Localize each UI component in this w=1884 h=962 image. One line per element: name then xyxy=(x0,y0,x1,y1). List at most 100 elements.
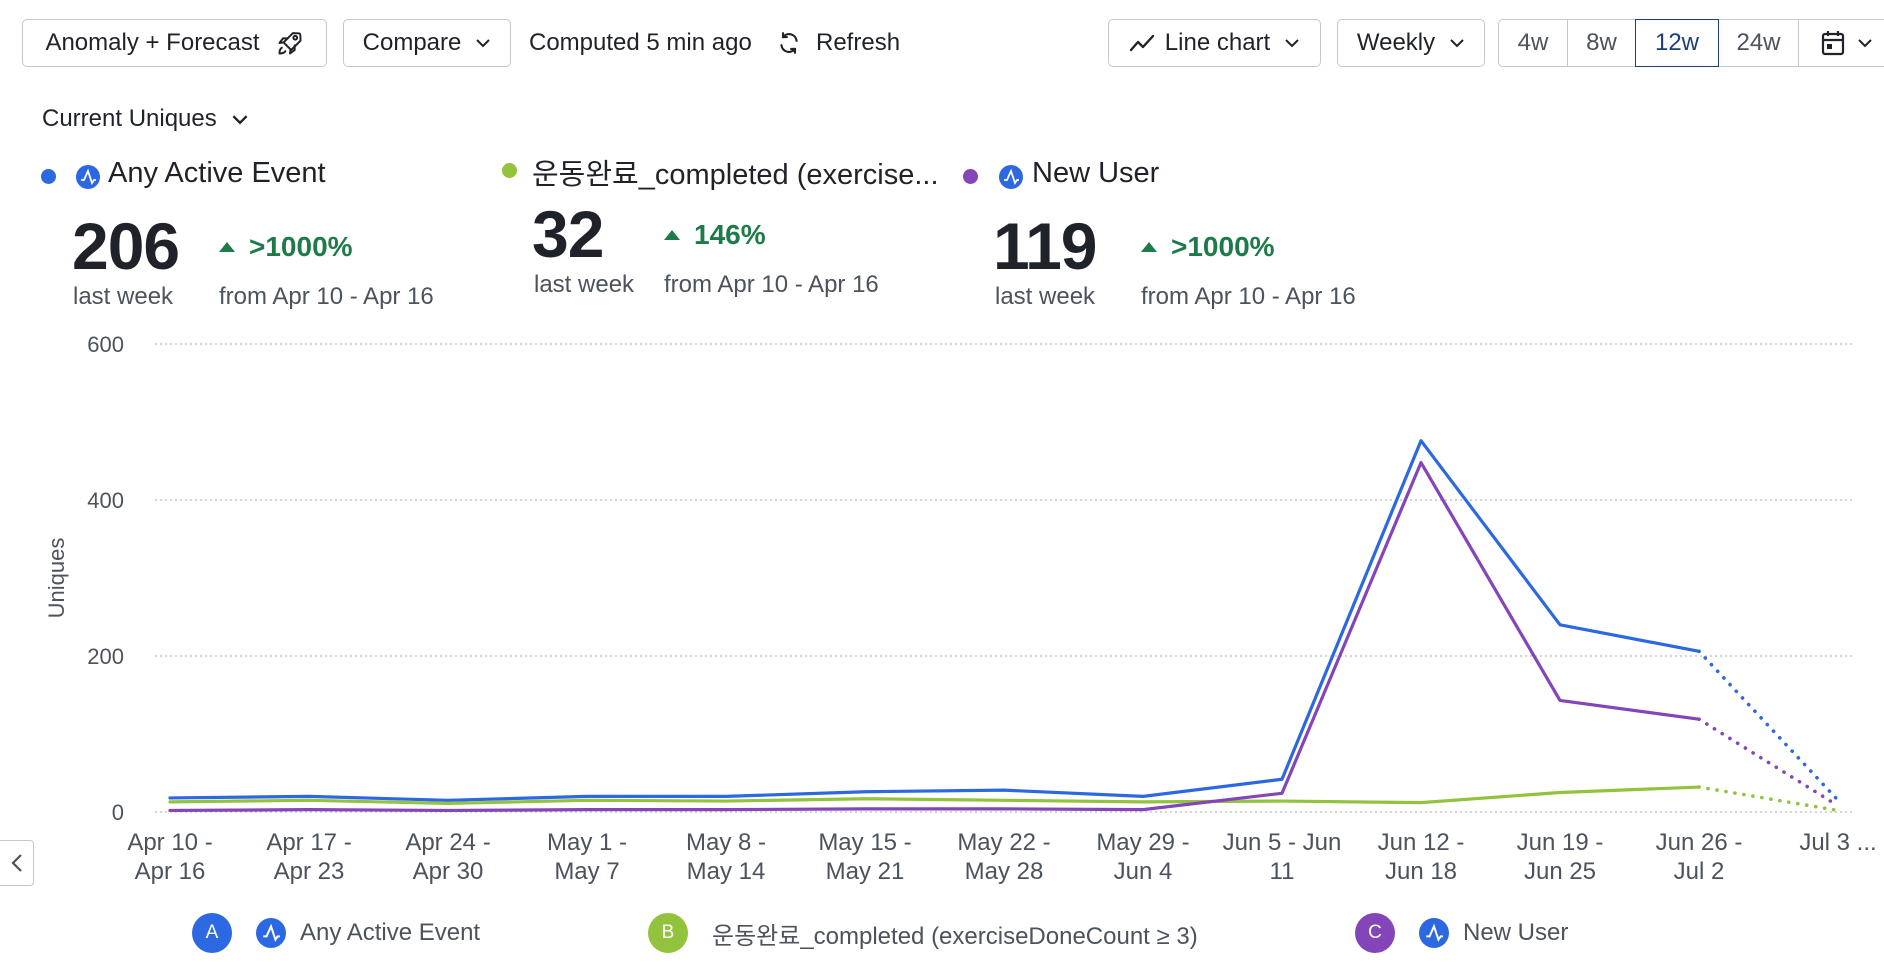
range-8w[interactable]: 8w xyxy=(1566,19,1637,67)
metric-period: last week xyxy=(995,283,1096,310)
metric-period: last week xyxy=(73,283,174,310)
chart-type-dropdown[interactable]: Line chart xyxy=(1108,19,1321,67)
up-arrow-icon xyxy=(219,242,235,252)
metric-value: 32 xyxy=(532,197,604,271)
y-tick-label: 400 xyxy=(87,488,124,513)
y-tick-label: 200 xyxy=(87,644,124,669)
x-tick-label: Jun 26 - xyxy=(1656,829,1743,856)
legend-item-a[interactable]: A Any Active Event xyxy=(192,913,480,953)
chevron-down-icon xyxy=(1450,39,1464,48)
x-tick-label: Apr 17 - xyxy=(266,829,351,856)
computed-status: Computed 5 min ago xyxy=(529,29,752,56)
x-tick-label: May 29 - xyxy=(1096,829,1189,856)
up-arrow-icon xyxy=(664,230,680,240)
x-tick-label: May 21 xyxy=(826,858,905,885)
x-tick-label: Apr 10 - xyxy=(127,829,212,856)
y-tick-label: 600 xyxy=(87,332,124,357)
metric-delta-value: 146% xyxy=(694,219,766,250)
x-tick-label: Jun 25 xyxy=(1524,858,1596,885)
metric-selector-dropdown[interactable]: Current Uniques xyxy=(42,105,249,133)
forecast-line xyxy=(1697,785,1840,813)
x-tick-label: Apr 24 - xyxy=(405,829,490,856)
rocket-icon xyxy=(278,32,302,55)
legend-item-c[interactable]: C New User xyxy=(1355,913,1568,953)
amplitude-icon xyxy=(76,165,100,189)
amplitude-icon xyxy=(256,918,286,948)
metric-delta-value: >1000% xyxy=(1171,231,1275,262)
anomaly-forecast-label: Anomaly + Forecast xyxy=(45,29,260,56)
compare-label: Compare xyxy=(362,29,462,56)
forecast-line xyxy=(1697,649,1840,803)
metric-selector-label: Current Uniques xyxy=(42,105,217,132)
up-arrow-icon xyxy=(1141,242,1157,252)
forecast-line xyxy=(1697,717,1840,808)
metric-period: last week xyxy=(534,271,635,298)
line-chart-icon xyxy=(1129,34,1154,52)
x-tick-label: Jun 12 - xyxy=(1378,829,1465,856)
metric-delta: >1000% xyxy=(1141,231,1275,263)
metric-delta: >1000% xyxy=(219,231,353,263)
metric-value: 119 xyxy=(993,209,1097,283)
metric-delta: 146% xyxy=(664,219,766,251)
legend-label: New User xyxy=(1463,919,1569,946)
chart-type-label: Line chart xyxy=(1164,29,1271,56)
range-12w[interactable]: 12w xyxy=(1635,19,1719,67)
calendar-icon xyxy=(1821,31,1845,56)
amplitude-icon xyxy=(999,165,1023,189)
metric-compare-range: from Apr 10 - Apr 16 xyxy=(1141,283,1356,310)
refresh-button[interactable]: Refresh xyxy=(776,19,900,67)
anomaly-forecast-button[interactable]: Anomaly + Forecast xyxy=(22,19,327,67)
y-tick-label: 0 xyxy=(112,800,124,825)
series-badge: A xyxy=(192,913,232,953)
chevron-down-icon xyxy=(476,39,491,48)
metric-series-name: 운동완료_completed (exercise... xyxy=(532,159,939,191)
legend-item-b[interactable]: B 운동완료_completed (exerciseDoneCount ≥ 3) xyxy=(648,913,1198,953)
series-line xyxy=(168,785,1701,806)
series-line xyxy=(168,460,1701,813)
metric-delta-value: >1000% xyxy=(249,231,353,262)
x-tick-label: May 1 - xyxy=(547,829,627,856)
x-tick-label: Apr 16 xyxy=(135,858,206,885)
range-selector: 4w 8w 12w 24w xyxy=(1498,19,1884,67)
x-tick-label: Apr 23 xyxy=(274,858,345,885)
interval-label: Weekly xyxy=(1356,29,1436,56)
metric-series-name: New User xyxy=(1032,157,1160,189)
x-tick-label: Jun 4 xyxy=(1114,858,1173,885)
series-color-dot xyxy=(41,169,56,184)
series-badge: B xyxy=(648,913,688,953)
legend-label: Any Active Event xyxy=(300,919,481,946)
range-4w[interactable]: 4w xyxy=(1498,19,1568,67)
compare-dropdown[interactable]: Compare xyxy=(343,19,511,67)
series-line xyxy=(168,439,1701,802)
x-tick-label: May 28 xyxy=(965,858,1044,885)
interval-dropdown[interactable]: Weekly xyxy=(1337,19,1485,67)
x-tick-label: May 8 - xyxy=(686,829,766,856)
x-tick-label: Jul 3 ... xyxy=(1799,829,1876,856)
collapse-panel-button[interactable] xyxy=(0,840,34,886)
metric-series-name: Any Active Event xyxy=(108,157,326,189)
date-picker-button[interactable] xyxy=(1798,19,1884,67)
x-tick-label: May 7 xyxy=(554,858,619,885)
range-24w[interactable]: 24w xyxy=(1717,19,1800,67)
x-tick-label: Apr 30 xyxy=(413,858,484,885)
x-tick-label: May 22 - xyxy=(957,829,1050,856)
x-tick-label: Jun 19 - xyxy=(1517,829,1604,856)
y-axis-label: Uniques xyxy=(44,538,69,619)
metric-compare-range: from Apr 10 - Apr 16 xyxy=(219,283,434,310)
refresh-icon xyxy=(780,32,798,54)
x-tick-label: Jun 18 xyxy=(1385,858,1457,885)
refresh-label: Refresh xyxy=(816,29,901,56)
x-tick-label: May 15 - xyxy=(818,829,911,856)
amplitude-icon xyxy=(1419,918,1449,948)
legend-label: 운동완료_completed (exerciseDoneCount ≥ 3) xyxy=(712,922,1198,950)
chevron-down-icon xyxy=(1285,39,1299,48)
metric-value: 206 xyxy=(72,209,180,283)
x-tick-label: May 14 xyxy=(687,858,766,885)
metric-compare-range: from Apr 10 - Apr 16 xyxy=(664,271,879,298)
series-color-dot xyxy=(502,163,517,178)
chevron-left-icon xyxy=(10,854,22,872)
x-tick-label: 11 xyxy=(1270,858,1295,885)
chevron-down-icon xyxy=(1858,39,1872,48)
x-tick-label: Jun 5 - Jun xyxy=(1223,829,1342,856)
